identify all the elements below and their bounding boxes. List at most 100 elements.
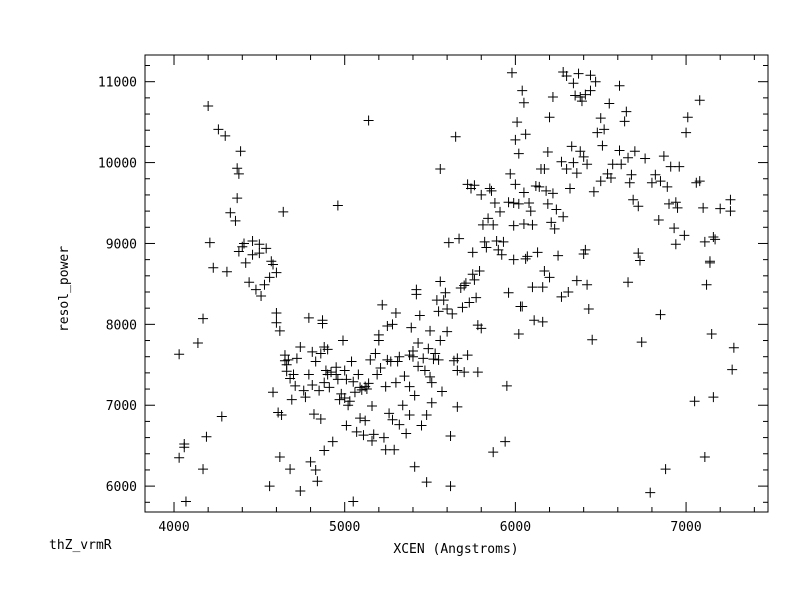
data-point <box>561 71 572 82</box>
data-point <box>179 439 190 450</box>
data-point <box>488 219 499 230</box>
data-point <box>295 485 306 496</box>
data-point <box>317 318 328 329</box>
data-point <box>204 237 215 248</box>
data-point <box>469 180 480 191</box>
data-point <box>542 147 553 158</box>
data-point <box>728 342 739 353</box>
data-point <box>343 400 354 411</box>
data-point <box>566 141 577 152</box>
data-point <box>517 301 528 312</box>
data-point <box>670 239 681 250</box>
data-point <box>633 248 644 259</box>
data-point <box>694 95 705 106</box>
data-point <box>326 367 337 378</box>
data-point <box>467 247 478 258</box>
data-point <box>447 308 458 319</box>
data-point <box>286 394 297 405</box>
data-point <box>486 185 497 196</box>
data-point <box>679 230 690 241</box>
data-point <box>268 259 279 270</box>
data-point <box>706 329 717 340</box>
data-point <box>645 487 656 498</box>
data-point <box>476 323 487 334</box>
data-point <box>401 428 412 439</box>
data-point <box>704 257 715 268</box>
corner-label: thZ_vrmR <box>49 538 112 553</box>
data-point <box>426 397 437 408</box>
data-point <box>445 430 456 441</box>
data-point <box>518 187 529 198</box>
data-point <box>534 181 545 192</box>
data-point <box>583 303 594 314</box>
data-point <box>650 169 661 180</box>
data-point <box>558 211 569 222</box>
data-point <box>361 384 372 395</box>
data-point <box>501 380 512 391</box>
data-point <box>489 198 500 209</box>
y-tick-label: 10000 <box>98 157 137 172</box>
x-tick-label: 7000 <box>670 520 701 535</box>
data-point <box>349 387 360 398</box>
data-point <box>394 419 405 430</box>
data-point <box>450 131 461 142</box>
data-point <box>699 451 710 462</box>
data-point <box>428 354 439 365</box>
y-axis-title: resol_power <box>57 246 72 332</box>
data-point <box>701 279 712 290</box>
data-point <box>529 315 540 326</box>
data-point <box>315 413 326 424</box>
data-point <box>595 176 606 187</box>
data-point <box>436 386 447 397</box>
data-point <box>614 145 625 156</box>
data-point <box>413 361 424 372</box>
data-point <box>537 316 548 327</box>
data-point <box>220 130 231 141</box>
data-point <box>518 219 529 230</box>
data-point <box>573 68 584 79</box>
data-point <box>546 217 557 228</box>
data-point <box>264 272 275 283</box>
data-point <box>360 415 371 426</box>
data-point <box>474 265 485 276</box>
data-point <box>715 203 726 214</box>
data-point <box>225 207 236 218</box>
data-point <box>452 365 463 376</box>
data-point <box>582 279 593 290</box>
data-point <box>380 444 391 455</box>
data-point <box>247 236 258 247</box>
data-point <box>433 354 444 365</box>
y-tick-label: 8000 <box>106 318 137 333</box>
data-point <box>508 198 519 209</box>
data-point <box>634 255 645 266</box>
data-point <box>409 461 420 472</box>
data-point <box>517 85 528 96</box>
data-point <box>261 243 272 254</box>
data-point <box>363 378 374 389</box>
data-point <box>491 236 502 247</box>
data-point <box>513 329 524 340</box>
data-point <box>240 257 251 268</box>
data-point <box>457 302 468 313</box>
data-point <box>524 198 535 209</box>
data-point <box>520 129 531 140</box>
data-point <box>672 202 683 213</box>
data-point <box>580 244 591 255</box>
data-point <box>508 254 519 265</box>
data-point <box>373 329 384 340</box>
data-point <box>452 401 463 412</box>
data-point <box>281 366 292 377</box>
data-point <box>298 385 309 396</box>
data-point <box>556 291 567 302</box>
data-point <box>505 168 516 179</box>
data-point <box>549 223 560 234</box>
data-point <box>518 97 529 108</box>
data-point <box>547 92 558 103</box>
data-point <box>387 319 398 330</box>
data-point <box>626 169 637 180</box>
data-point <box>319 445 330 456</box>
data-point <box>689 396 700 407</box>
data-point <box>320 365 331 376</box>
data-point <box>238 238 249 249</box>
data-point <box>409 390 420 401</box>
